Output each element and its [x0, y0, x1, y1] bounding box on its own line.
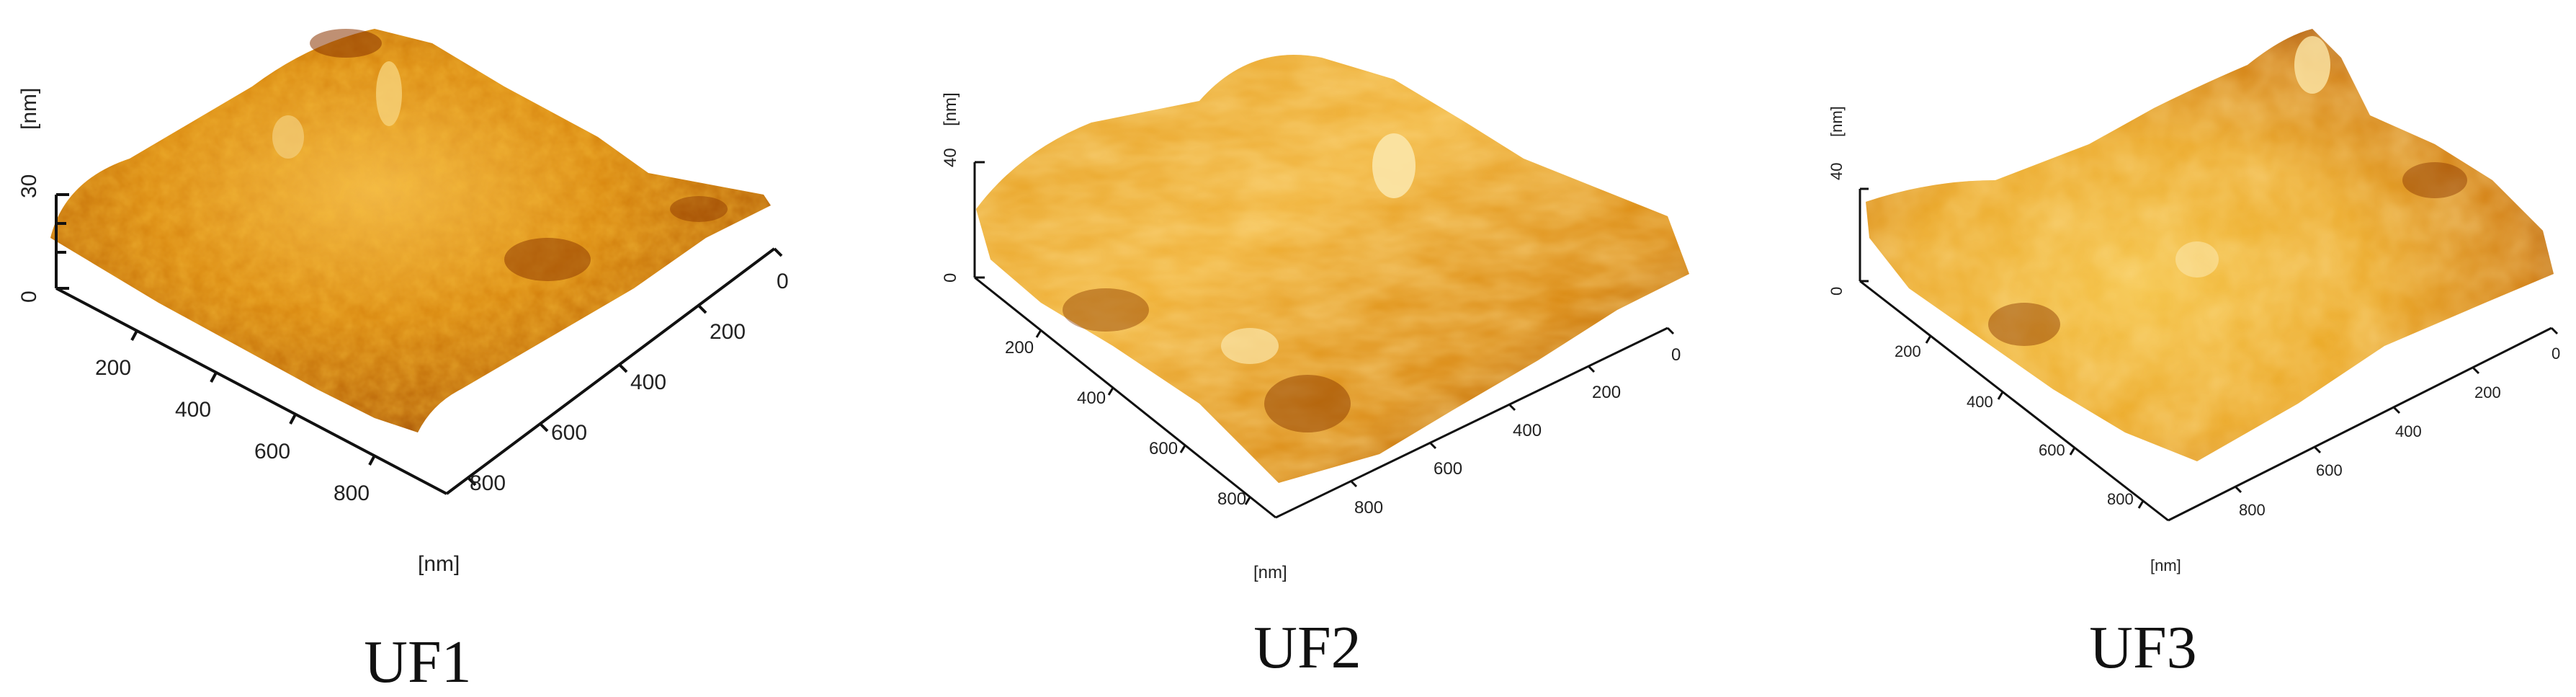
axes-uf1 — [55, 193, 783, 495]
y-tick-uf1: 800 — [470, 471, 506, 495]
x-tick-uf3: 800 — [2107, 490, 2134, 508]
panel-caption-uf3: UF3 — [2089, 614, 2197, 681]
y-tick-uf2: 600 — [1434, 459, 1462, 479]
x-tick-uf2: 400 — [1077, 389, 1106, 408]
y-tick-uf3: 600 — [2316, 461, 2343, 479]
x-tick-uf3: 400 — [1967, 393, 1993, 411]
afm-3d-surface-uf3: [nm] 40 0 200 400 600 800 0 200 400 600 … — [1828, 29, 2560, 574]
axis-unit-label-uf2: [nm] — [1253, 563, 1287, 582]
y-tick-uf2: 800 — [1354, 498, 1383, 518]
z-tick-top-uf2: 40 — [941, 148, 960, 167]
x-tick-uf2: 600 — [1149, 439, 1178, 458]
y-tick-uf2: 400 — [1513, 421, 1542, 440]
afm-panel-uf1: [nm] 30 0 200 400 600 800 0 200 400 600 … — [0, 0, 836, 696]
x-tick-uf2: 200 — [1005, 338, 1034, 358]
x-tick-uf3: 600 — [2039, 441, 2065, 459]
y-tick-uf1: 400 — [630, 370, 666, 394]
afm-3d-surface-uf2: [nm] 40 0 200 400 600 800 0 200 400 600 … — [941, 55, 1689, 582]
afm-3d-surface-uf1: [nm] 30 0 200 400 600 800 0 200 400 600 … — [17, 29, 789, 576]
z-unit-label-uf3: [nm] — [1828, 106, 1846, 137]
y-tick-uf3: 200 — [2474, 383, 2501, 401]
y-tick-uf1: 0 — [777, 270, 789, 293]
x-tick-uf3: 200 — [1895, 342, 1921, 360]
x-tick-uf1: 400 — [175, 398, 211, 422]
afm-panel-uf2: [nm] 40 0 200 400 600 800 0 200 400 600 … — [875, 0, 1711, 691]
y-tick-uf3: 800 — [2239, 501, 2266, 519]
x-tick-uf1: 200 — [95, 356, 131, 380]
x-tick-uf1: 600 — [254, 440, 290, 463]
y-tick-uf2: 200 — [1592, 383, 1621, 402]
z-tick-bottom-uf1: 0 — [17, 290, 41, 303]
z-tick-top-uf3: 40 — [1828, 163, 1846, 180]
z-unit-label-uf2: [nm] — [941, 92, 960, 126]
afm-panel-uf3: [nm] 40 0 200 400 600 800 0 200 400 600 … — [1750, 0, 2576, 691]
axis-unit-label-uf1: [nm] — [418, 552, 460, 576]
axis-unit-label-uf3: [nm] — [2150, 556, 2181, 574]
panel-caption-uf2: UF2 — [1253, 614, 1361, 681]
x-tick-uf2: 800 — [1217, 489, 1246, 509]
z-tick-bottom-uf3: 0 — [1828, 287, 1846, 296]
y-tick-uf2: 0 — [1671, 345, 1681, 365]
y-tick-uf1: 600 — [551, 421, 587, 445]
z-tick-top-uf1: 30 — [17, 174, 41, 198]
axes-uf2 — [973, 161, 1675, 519]
y-tick-uf3: 400 — [2395, 422, 2422, 440]
axes-uf3 — [1859, 187, 2559, 522]
y-tick-uf3: 0 — [2552, 345, 2560, 363]
x-tick-uf1: 800 — [334, 481, 370, 505]
y-tick-uf1: 200 — [710, 320, 746, 344]
z-tick-bottom-uf2: 0 — [941, 273, 960, 283]
z-unit-label-uf1: [nm] — [17, 88, 41, 130]
panel-caption-uf1: UF1 — [364, 629, 472, 696]
